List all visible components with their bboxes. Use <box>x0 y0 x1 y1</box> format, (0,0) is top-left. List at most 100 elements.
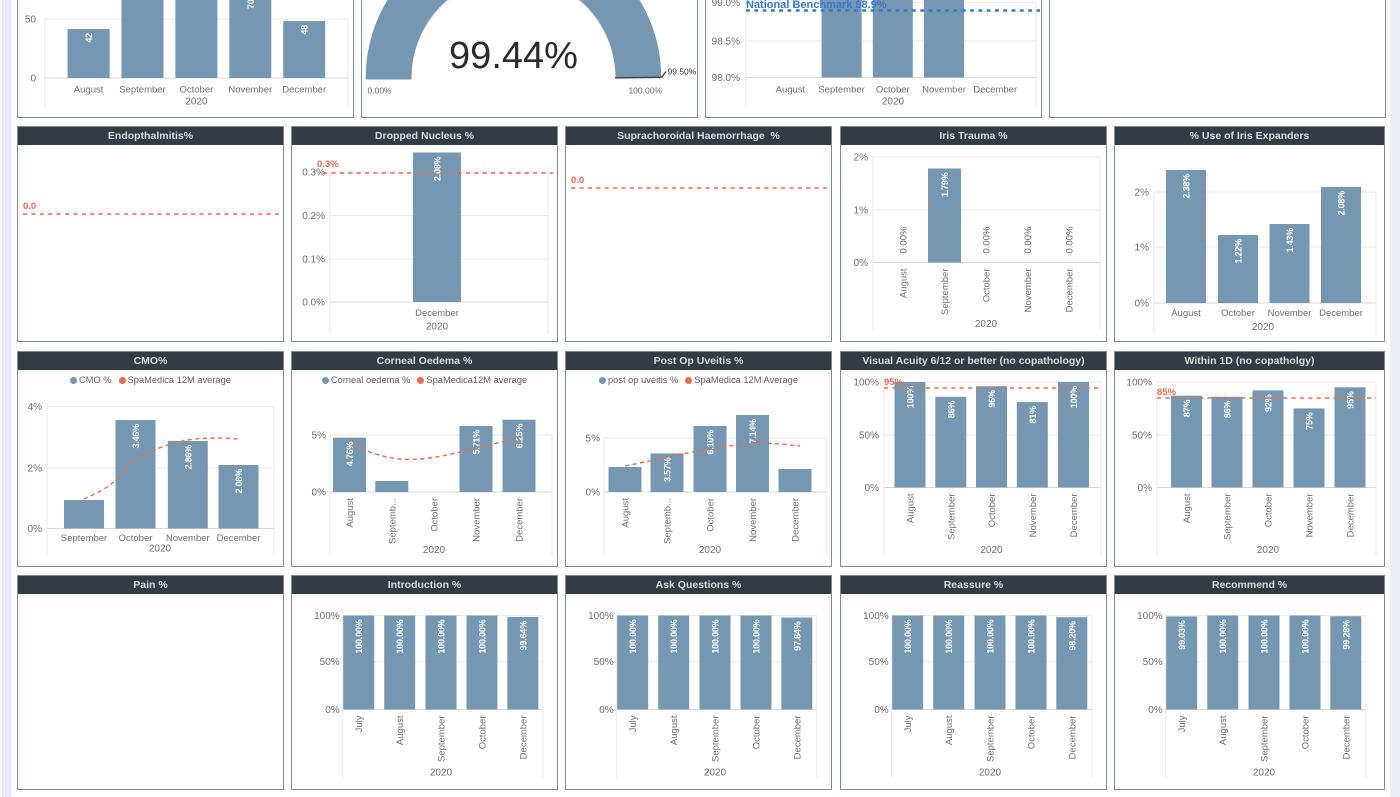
svg-text:50: 50 <box>25 15 37 26</box>
svg-text:86%: 86% <box>1223 401 1233 419</box>
svg-text:99.44%: 99.44% <box>449 35 578 77</box>
svg-text:99.64%: 99.64% <box>518 621 528 651</box>
svg-text:2%: 2% <box>28 464 43 475</box>
svg-text:5.71%: 5.71% <box>472 430 482 455</box>
svg-text:0%: 0% <box>1148 705 1163 716</box>
svg-text:2.38%: 2.38% <box>1182 174 1192 199</box>
svg-text:6.10%: 6.10% <box>706 430 716 455</box>
svg-text:2020: 2020 <box>704 768 727 779</box>
svg-text:August: August <box>345 498 356 528</box>
svg-text:42: 42 <box>84 33 94 43</box>
svg-text:2020: 2020 <box>149 544 172 555</box>
svg-text:100.00%: 100.00% <box>354 619 364 653</box>
svg-text:2.86%: 2.86% <box>183 445 193 470</box>
svg-text:0.3%: 0.3% <box>302 168 325 179</box>
svg-text:December: December <box>515 498 526 542</box>
svg-text:November: November <box>1305 494 1316 538</box>
svg-text:October: October <box>1264 494 1275 528</box>
svg-text:0%: 0% <box>312 488 327 499</box>
svg-text:September: September <box>1260 716 1271 762</box>
svg-text:August: August <box>621 498 632 528</box>
svg-text:November: November <box>748 498 759 542</box>
svg-text:December: December <box>1319 308 1363 319</box>
svg-text:50%: 50% <box>594 657 614 668</box>
svg-text:2020: 2020 <box>1257 545 1280 556</box>
svg-text:2020: 2020 <box>1253 768 1276 779</box>
svg-text:December: December <box>973 85 1017 96</box>
svg-text:4%: 4% <box>28 402 43 413</box>
svg-text:70: 70 <box>246 0 256 9</box>
svg-text:0.3%: 0.3% <box>317 159 339 170</box>
svg-text:December: December <box>1341 716 1352 760</box>
svg-text:100.00%: 100.00% <box>1027 619 1037 653</box>
svg-text:99.03%: 99.03% <box>1177 620 1187 650</box>
svg-text:100.00%: 100.00% <box>711 619 721 653</box>
svg-text:98.20%: 98.20% <box>1067 621 1077 651</box>
svg-text:48: 48 <box>300 25 310 35</box>
svg-text:100.00%: 100.00% <box>395 619 405 653</box>
svg-text:100%: 100% <box>588 611 614 622</box>
svg-text:98.0%: 98.0% <box>712 73 740 84</box>
svg-text:November: November <box>166 533 210 544</box>
svg-text:October: October <box>478 716 489 750</box>
svg-text:5%: 5% <box>586 434 601 445</box>
svg-text:98.5%: 98.5% <box>712 37 740 48</box>
svg-text:2020: 2020 <box>882 97 905 108</box>
svg-text:75%: 75% <box>1305 412 1315 430</box>
svg-text:September: September <box>986 716 997 762</box>
svg-text:October: October <box>876 85 910 96</box>
svg-text:0%: 0% <box>865 483 880 494</box>
svg-text:0.00%: 0.00% <box>1065 226 1076 253</box>
svg-text:October: October <box>180 85 214 96</box>
svg-text:100.00%: 100.00% <box>903 619 913 653</box>
svg-text:96%: 96% <box>987 390 997 408</box>
svg-text:87%: 87% <box>1182 400 1192 418</box>
svg-text:2.08%: 2.08% <box>433 156 443 181</box>
svg-text:2020: 2020 <box>979 768 1002 779</box>
svg-text:85%: 85% <box>1157 387 1177 398</box>
svg-text:0.00%: 0.00% <box>1023 226 1034 253</box>
svg-text:86%: 86% <box>946 401 956 419</box>
svg-text:100.00%: 100.00% <box>437 619 447 653</box>
svg-text:50%: 50% <box>869 657 889 668</box>
svg-text:95%: 95% <box>884 377 904 388</box>
svg-text:September: September <box>946 494 957 540</box>
svg-text:100.00%: 100.00% <box>752 619 762 653</box>
svg-text:99.50%: 99.50% <box>668 67 697 77</box>
svg-text:0%: 0% <box>874 705 889 716</box>
svg-text:August: August <box>1182 493 1193 523</box>
svg-text:0.00%: 0.00% <box>982 226 993 253</box>
svg-text:November: November <box>1268 308 1312 319</box>
svg-text:November: November <box>1023 269 1034 313</box>
svg-text:December: December <box>282 85 326 96</box>
svg-text:October: October <box>430 498 441 532</box>
svg-text:November: November <box>228 85 272 96</box>
svg-text:100.00%: 100.00% <box>669 619 679 653</box>
svg-text:July: July <box>1177 715 1188 732</box>
svg-text:October: October <box>706 498 717 532</box>
svg-text:0%: 0% <box>1135 299 1150 310</box>
svg-text:100%: 100% <box>1137 611 1163 622</box>
svg-text:2020: 2020 <box>980 545 1003 556</box>
svg-text:August: August <box>776 85 806 96</box>
svg-text:99.28%: 99.28% <box>1341 620 1351 650</box>
svg-text:2%: 2% <box>854 153 869 164</box>
svg-text:September: September <box>818 85 864 96</box>
svg-text:August: August <box>944 715 955 745</box>
svg-text:December: December <box>1067 716 1078 760</box>
svg-text:100.00%: 100.00% <box>478 619 488 653</box>
svg-text:0.1%: 0.1% <box>302 255 325 266</box>
svg-text:0%: 0% <box>586 488 601 499</box>
svg-text:2.08%: 2.08% <box>1337 191 1347 216</box>
svg-text:October: October <box>119 533 153 544</box>
svg-text:2020: 2020 <box>185 97 208 108</box>
svg-text:2020: 2020 <box>1252 322 1275 333</box>
svg-text:0%: 0% <box>1138 483 1153 494</box>
svg-text:100.00%: 100.00% <box>628 619 638 653</box>
svg-text:7.14%: 7.14% <box>748 419 758 444</box>
svg-text:September: September <box>711 716 722 762</box>
svg-text:December: December <box>1346 494 1357 538</box>
svg-text:October: October <box>1301 716 1312 750</box>
svg-text:July: July <box>903 715 914 732</box>
svg-text:2020: 2020 <box>430 768 453 779</box>
